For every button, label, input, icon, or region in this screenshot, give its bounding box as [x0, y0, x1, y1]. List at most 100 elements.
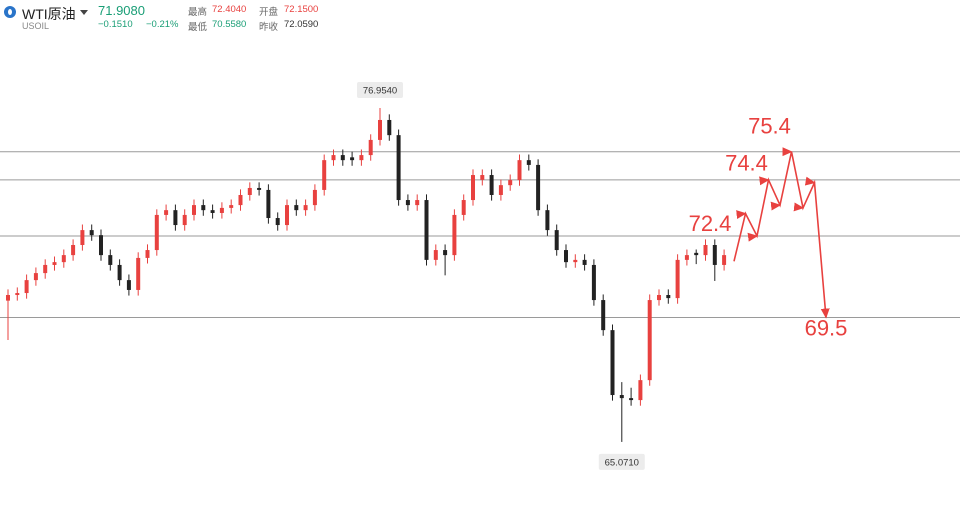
- extreme-label-box: [357, 82, 403, 99]
- stat-value: 72.1500: [284, 4, 319, 15]
- extreme-label: 65.0710: [605, 457, 639, 468]
- candle-body: [452, 214, 457, 256]
- candle-body: [312, 189, 317, 206]
- candle-body: [647, 300, 652, 381]
- candle-body: [24, 280, 29, 294]
- candle-body: [303, 205, 308, 211]
- candle-body: [257, 187, 262, 190]
- candle-body: [629, 398, 634, 401]
- candle-body: [52, 262, 57, 265]
- candle-body: [368, 139, 373, 156]
- candle-body: [201, 205, 206, 211]
- candle-body: [275, 218, 280, 226]
- symbol-logo: [4, 6, 16, 18]
- candle-body: [498, 185, 503, 195]
- header: WTI原油 USOIL 71.9080 −0.1510 −0.21% 最高 72…: [0, 0, 400, 34]
- stat-value: 70.5580: [212, 19, 247, 30]
- price-change-pct: −0.21%: [146, 19, 179, 30]
- candle-body: [192, 205, 196, 215]
- candle-body: [443, 250, 448, 256]
- last-price: 71.9080: [98, 3, 145, 18]
- candle-body: [703, 244, 708, 256]
- candle-body: [601, 300, 606, 331]
- forecast-label: 74.4: [725, 151, 768, 176]
- candle-body: [573, 259, 578, 263]
- symbol-name[interactable]: WTI原油: [22, 6, 76, 22]
- candle-body: [350, 157, 355, 161]
- forecast-path: [733, 147, 830, 319]
- candle-body: [564, 250, 568, 263]
- candle-body: [415, 200, 420, 206]
- stat-label: 开盘: [259, 7, 279, 18]
- candle-body: [126, 280, 131, 290]
- symbol-code: USOIL: [22, 21, 50, 31]
- candle-body: [89, 230, 94, 236]
- candle-body: [471, 175, 475, 201]
- stat-value: 72.0590: [284, 19, 319, 30]
- extreme-label: 76.9540: [363, 86, 397, 97]
- candle-body: [33, 273, 38, 281]
- candle-body: [247, 187, 252, 195]
- candle-body: [387, 119, 392, 136]
- candle-body: [15, 293, 20, 296]
- candle-body: [340, 155, 345, 161]
- candle-body: [554, 230, 559, 251]
- candle-body: [489, 175, 494, 195]
- stat-label: 昨收: [259, 22, 279, 33]
- candle-body: [396, 135, 401, 201]
- candle-body: [582, 259, 587, 265]
- candle-body: [378, 119, 382, 140]
- candle-body: [164, 210, 169, 215]
- candle-body: [638, 380, 643, 401]
- candle-body: [694, 252, 699, 256]
- candle-body: [229, 205, 234, 208]
- stat-label: 最高: [188, 7, 208, 18]
- candle-body: [285, 205, 289, 226]
- price-change: −0.1510: [98, 19, 133, 30]
- candle-body: [619, 395, 624, 399]
- candle-body: [424, 200, 429, 260]
- candle-body: [526, 160, 531, 165]
- candle-body: [657, 295, 661, 301]
- candle-body: [80, 230, 85, 245]
- candle-body: [108, 255, 113, 265]
- candle-body: [722, 255, 727, 265]
- candle-body: [666, 295, 671, 299]
- candle-body: [322, 160, 327, 190]
- candle-body: [675, 259, 680, 299]
- candle-body: [480, 175, 485, 180]
- candle-body: [359, 155, 364, 161]
- candle-body: [610, 330, 615, 396]
- forecast-label: 72.4: [689, 211, 732, 236]
- candle-body: [331, 155, 336, 161]
- candle-body: [99, 235, 103, 256]
- candle-body: [508, 180, 513, 186]
- candle-body: [517, 160, 522, 181]
- extreme-label-box: [598, 453, 645, 470]
- candle-body: [294, 205, 299, 211]
- stat-value: 72.4040: [212, 4, 247, 15]
- dropdown-caret[interactable]: [80, 10, 88, 15]
- candle-body: [6, 295, 10, 301]
- forecast-label: 75.4: [748, 114, 791, 139]
- candle-body: [219, 207, 224, 213]
- stat-label: 最低: [188, 22, 208, 33]
- candle-body: [145, 250, 150, 258]
- forecast-label: 69.5: [805, 315, 848, 340]
- candle-body: [43, 264, 48, 274]
- candle-body: [61, 255, 66, 263]
- candle-body: [71, 244, 76, 256]
- candle-body: [433, 250, 438, 260]
- candle-body: [536, 164, 541, 211]
- candle-body: [173, 210, 178, 226]
- candle-body: [405, 200, 410, 206]
- candle-body: [712, 244, 717, 265]
- candle-body: [117, 264, 122, 281]
- candle-body: [591, 264, 596, 301]
- candle-body: [461, 200, 466, 215]
- candle-body: [210, 210, 215, 213]
- candle-body: [545, 210, 550, 231]
- candle-body: [136, 257, 141, 290]
